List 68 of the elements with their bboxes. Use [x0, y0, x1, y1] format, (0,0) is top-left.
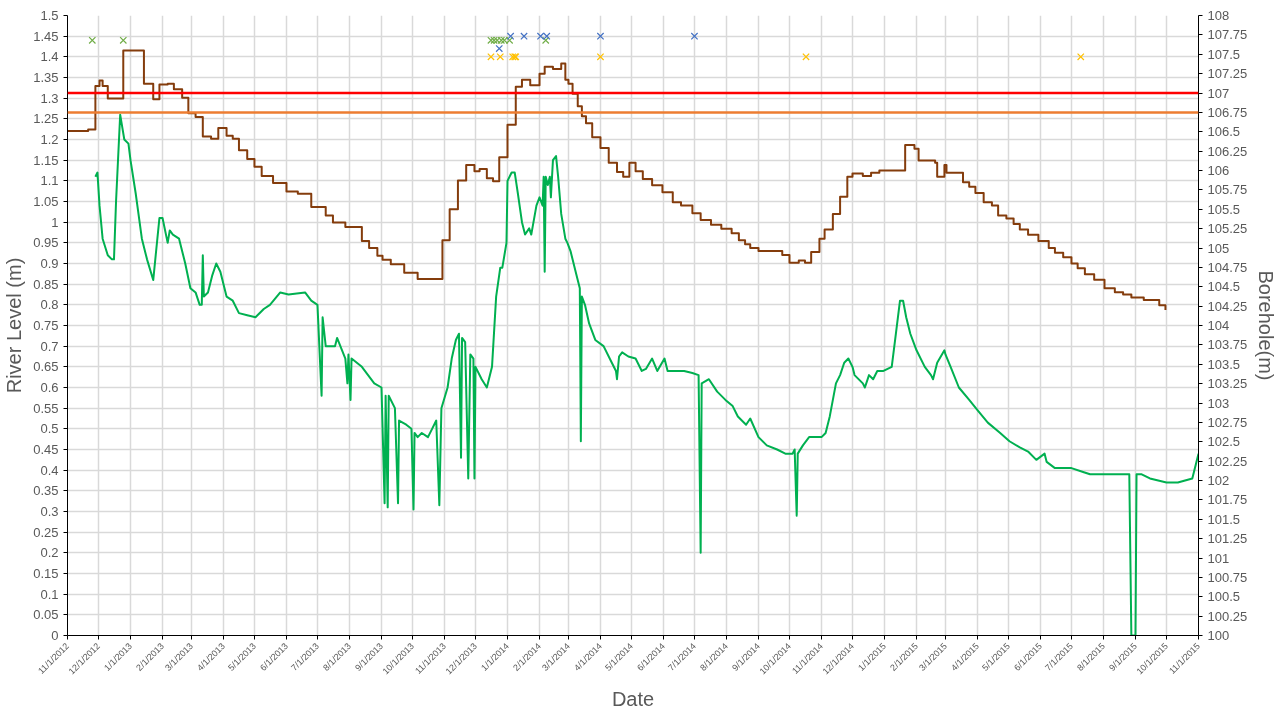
y2-tick-label: 103.5: [1207, 356, 1241, 372]
y-axis-title: River Level (m): [3, 257, 26, 394]
y2-tick-label: 100.25: [1207, 608, 1248, 624]
y2-tick-label: 100.75: [1207, 569, 1248, 585]
y2-tick-label: 105.25: [1207, 221, 1248, 237]
y2-axis-title: Borehole(m): [1255, 270, 1278, 381]
y2-tick-label: 106.5: [1207, 124, 1241, 140]
y-tick-label: 1.45: [33, 28, 59, 44]
y-tick-label: 0.85: [33, 276, 59, 292]
y-tick-label: 0.15: [33, 566, 59, 581]
y2-tick-label: 107.25: [1207, 66, 1248, 82]
y-tick-label: 1: [51, 214, 59, 230]
y2-tick-label: 107: [1207, 85, 1230, 101]
y-tick-label: 1.2: [40, 132, 59, 147]
y2-tick-label: 106.25: [1207, 143, 1248, 159]
y2-tick-label: 101.25: [1207, 531, 1248, 547]
y2-tick-label: 101: [1207, 550, 1230, 566]
y2-tick-label: 107.75: [1207, 27, 1248, 43]
y-tick-label: 0.25: [33, 524, 59, 540]
y2-tick-label: 107.5: [1207, 46, 1241, 62]
y-tick-label: 0.35: [33, 483, 59, 499]
y2-tick-label: 105: [1207, 240, 1230, 256]
y-tick-label: 1.5: [40, 8, 59, 23]
y-tick-label: 1.05: [33, 194, 59, 209]
y2-tick-label: 101.5: [1207, 511, 1241, 527]
y-tick-label: 0.05: [33, 607, 59, 623]
y-tick-label: 0.8: [40, 297, 59, 313]
y2-tick-label: 100.5: [1207, 589, 1241, 605]
y-tick-label: 1.25: [33, 111, 59, 127]
y2-tick-label: 106: [1207, 163, 1230, 178]
y2-tick-label: 105.75: [1207, 182, 1248, 198]
y-tick-label: 1.1: [40, 173, 59, 189]
y2-tick-label: 103.25: [1207, 376, 1248, 392]
y-tick-label: 1.35: [33, 70, 59, 85]
y-tick-label: 0.95: [33, 235, 59, 251]
y-tick-label: 0.45: [33, 442, 59, 457]
y-tick-label: 0.75: [33, 318, 59, 333]
y2-tick-label: 102: [1207, 473, 1230, 488]
y-tick-label: 1.4: [40, 49, 59, 65]
y2-tick-label: 108: [1207, 8, 1230, 23]
x-axis-title: Date: [611, 687, 655, 710]
y2-tick-label: 106.75: [1207, 104, 1248, 120]
y2-tick-label: 102.25: [1207, 453, 1248, 469]
line-series: [94, 113, 1199, 636]
y2-tick-label: 104.25: [1207, 298, 1248, 314]
y-tick-label: 0.1: [40, 586, 59, 602]
y2-tick-label: 104: [1207, 318, 1230, 333]
y2-tick-label: 104.5: [1207, 279, 1241, 295]
y-tick-label: 0.2: [40, 545, 59, 561]
y-tick-label: 0.55: [33, 400, 59, 416]
y2-tick-label: 102.75: [1207, 414, 1248, 430]
y2-tick-label: 101.75: [1207, 492, 1248, 508]
y2-tick-label: 100: [1207, 628, 1230, 643]
y-tick-label: 0.9: [40, 256, 59, 271]
y-tick-label: 0.65: [33, 359, 59, 375]
y2-tick-label: 104.75: [1207, 259, 1248, 275]
y-tick-label: 0.4: [40, 462, 59, 478]
y-tick-label: 0.7: [40, 338, 59, 354]
y2-tick-label: 103.75: [1207, 337, 1248, 353]
y-tick-label: 1.15: [33, 152, 59, 168]
y2-tick-label: 102.5: [1207, 434, 1241, 450]
y-tick-label: 0.5: [40, 421, 59, 437]
y-tick-label: 1.3: [40, 90, 59, 106]
y-tick-label: 0.3: [40, 504, 59, 519]
y-tick-label: 0: [51, 628, 59, 643]
y2-tick-label: 103: [1207, 395, 1230, 411]
y2-tick-label: 105.5: [1207, 201, 1241, 217]
y-tick-label: 0.6: [40, 380, 59, 395]
